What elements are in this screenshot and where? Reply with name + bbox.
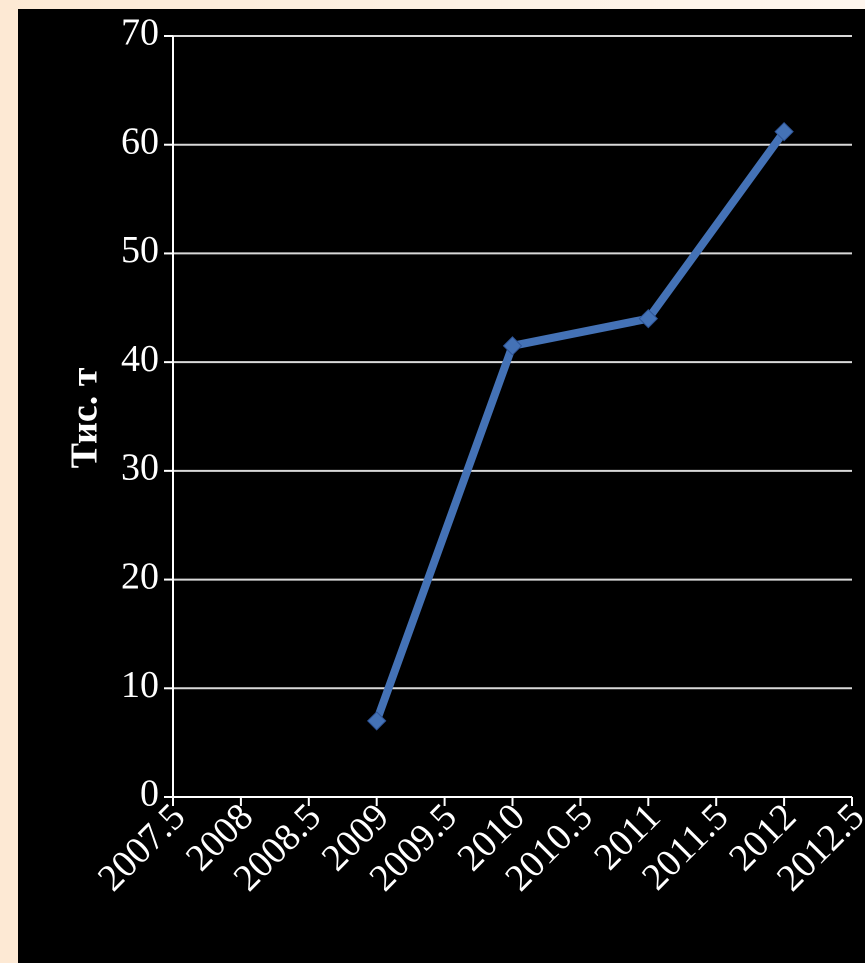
data-point-marker [774, 121, 794, 142]
y-tick-label: 40 [121, 338, 159, 380]
y-tick-label: 50 [121, 229, 159, 271]
y-tick-label: 0 [140, 773, 159, 815]
data-point-marker [502, 336, 523, 356]
gridlines [173, 35, 852, 690]
y-tick-label: 70 [121, 12, 159, 54]
y-tick-label: 60 [121, 120, 159, 162]
series-line [372, 127, 789, 725]
axes [164, 35, 853, 806]
y-tick-label: 20 [121, 555, 159, 597]
y-tick-label: 30 [121, 447, 159, 489]
y-tick-labels: 0 10 20 30 40 50 60 70 [121, 12, 159, 815]
y-tick-label: 10 [121, 664, 159, 706]
y-axis-label: Тис. т [64, 367, 106, 468]
data-point-marker [366, 711, 387, 731]
data-point-marker [638, 308, 659, 329]
chart-panel [18, 9, 865, 963]
x-tick-labels: 2007.520082008.520092009.520102010.52011… [90, 796, 865, 900]
data-series [366, 121, 794, 731]
